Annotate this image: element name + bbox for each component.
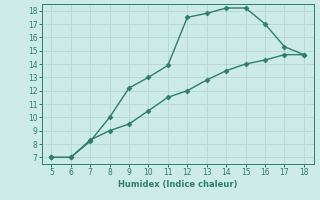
- X-axis label: Humidex (Indice chaleur): Humidex (Indice chaleur): [118, 180, 237, 189]
